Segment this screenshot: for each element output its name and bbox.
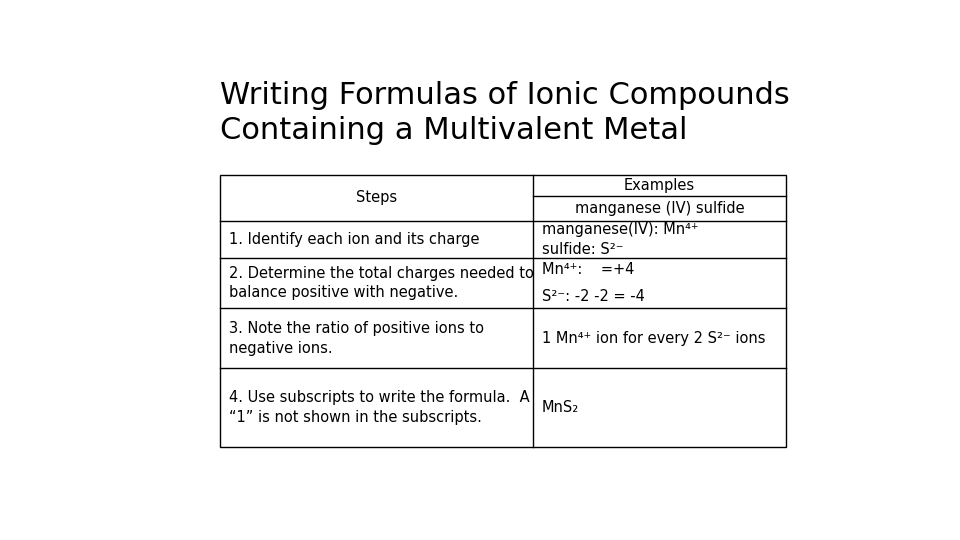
Text: Mn⁴⁺:    =+4: Mn⁴⁺: =+4	[541, 262, 635, 277]
Text: 1 Mn⁴⁺ ion for every 2 S²⁻ ions: 1 Mn⁴⁺ ion for every 2 S²⁻ ions	[541, 330, 765, 346]
Text: manganese(IV): Mn⁴⁺: manganese(IV): Mn⁴⁺	[541, 222, 699, 237]
Text: Examples: Examples	[624, 178, 695, 193]
Text: 2. Determine the total charges needed to
balance positive with negative.: 2. Determine the total charges needed to…	[229, 266, 535, 300]
Text: MnS₂: MnS₂	[541, 400, 579, 415]
Text: 1. Identify each ion and its charge: 1. Identify each ion and its charge	[229, 232, 480, 247]
Bar	[221, 175, 786, 447]
Text: manganese (IV) sulfide: manganese (IV) sulfide	[575, 201, 744, 216]
Text: S²⁻: -2 -2 = -4: S²⁻: -2 -2 = -4	[541, 289, 645, 304]
Text: Steps: Steps	[356, 191, 397, 205]
Text: 4. Use subscripts to write the formula.  A
“1” is not shown in the subscripts.: 4. Use subscripts to write the formula. …	[229, 390, 530, 425]
Text: 3. Note the ratio of positive ions to
negative ions.: 3. Note the ratio of positive ions to ne…	[229, 321, 485, 355]
Text: Writing Formulas of Ionic Compounds
Containing a Multivalent Metal: Writing Formulas of Ionic Compounds Cont…	[221, 82, 790, 145]
Text: sulfide: S²⁻: sulfide: S²⁻	[541, 242, 623, 257]
